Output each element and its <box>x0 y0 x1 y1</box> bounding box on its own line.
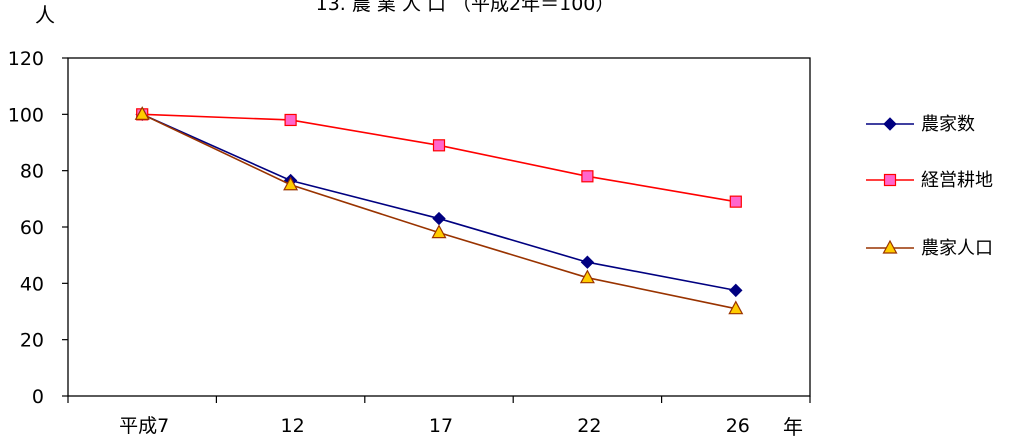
x-tick-label: 26 <box>726 415 750 437</box>
y-tick-label: 80 <box>20 161 44 183</box>
y-tick-label: 40 <box>20 273 44 295</box>
axes: 0 20 40 60 80 100 120 平成7 12 17 22 26 <box>8 48 811 437</box>
series-3-point <box>431 224 447 239</box>
x-tick-label: 22 <box>577 415 601 437</box>
y-tick-label: 120 <box>8 48 44 70</box>
y-tick-label: 100 <box>8 104 44 126</box>
y-tick-label: 20 <box>20 330 44 352</box>
x-axis-unit: 年 <box>783 415 803 439</box>
x-tick-label: 12 <box>281 415 305 437</box>
legend-item-2: 経営耕地 <box>866 170 993 191</box>
series-1-point <box>729 283 743 298</box>
x-tick-label: 平成7 <box>119 415 169 437</box>
chart-title: 13. 農 業 人 口 （平成2年＝100） <box>316 0 615 15</box>
series-3-point <box>579 269 595 284</box>
series-2-point <box>729 195 742 208</box>
legend-label: 農家人口 <box>921 238 993 259</box>
y-tick-label: 0 <box>32 386 44 408</box>
series-3-point <box>134 106 150 120</box>
series-layer <box>134 106 744 315</box>
legend-marker <box>883 173 897 187</box>
series-2-point <box>432 139 446 152</box>
legend-item-3: 農家人口 <box>866 238 993 259</box>
series-3 <box>134 106 744 315</box>
series-3-point <box>283 176 299 191</box>
legend-marker <box>882 239 898 254</box>
legend-label: 経営耕地 <box>921 170 993 191</box>
legend-label: 農家数 <box>921 114 975 135</box>
legend-item-1: 農家数 <box>866 114 975 135</box>
legend-marker <box>883 117 897 131</box>
series-2-point <box>581 170 594 183</box>
y-axis-unit: 人 <box>35 3 55 27</box>
x-tick-label: 17 <box>429 415 453 437</box>
series-3-point <box>728 300 744 315</box>
y-tick-label: 60 <box>20 217 44 239</box>
series-2-point <box>284 113 297 127</box>
series-1-point <box>580 255 595 269</box>
